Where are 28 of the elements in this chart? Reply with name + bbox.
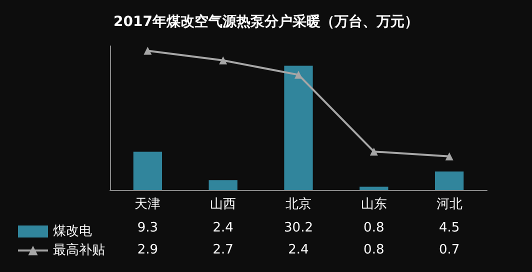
data-label: 4.5	[438, 220, 460, 236]
data-label: 9.3	[137, 220, 158, 236]
point	[144, 46, 152, 55]
chart-title: 2017年煤改空气源热泵分户采暖（万台、万元）	[114, 13, 418, 30]
x-tick-label: 山东	[360, 197, 387, 212]
bar	[208, 180, 238, 190]
data-label: 30.2	[284, 220, 313, 236]
data-label: 0.7	[438, 242, 460, 258]
x-tick-label: 河北	[436, 197, 462, 212]
data-label: 2.9	[137, 242, 158, 258]
point	[370, 148, 378, 156]
data-label: 0.8	[364, 242, 384, 258]
point	[219, 56, 228, 64]
data-label: 2.7	[212, 242, 234, 258]
x-tick-label: 北京	[286, 197, 312, 212]
bar	[360, 186, 388, 190]
x-tick-label: 山西	[210, 197, 236, 212]
point	[445, 152, 454, 160]
bar	[284, 66, 313, 190]
legend-label: 煤改电	[53, 224, 92, 239]
data-label: 2.4	[288, 242, 309, 258]
data-label: 2.4	[212, 220, 234, 236]
bar	[434, 171, 464, 190]
data-label: 0.8	[364, 220, 384, 236]
bar	[133, 152, 162, 190]
legend-label: 最高补贴	[53, 242, 105, 258]
point	[294, 70, 302, 79]
x-tick-label: 天津	[134, 197, 161, 212]
